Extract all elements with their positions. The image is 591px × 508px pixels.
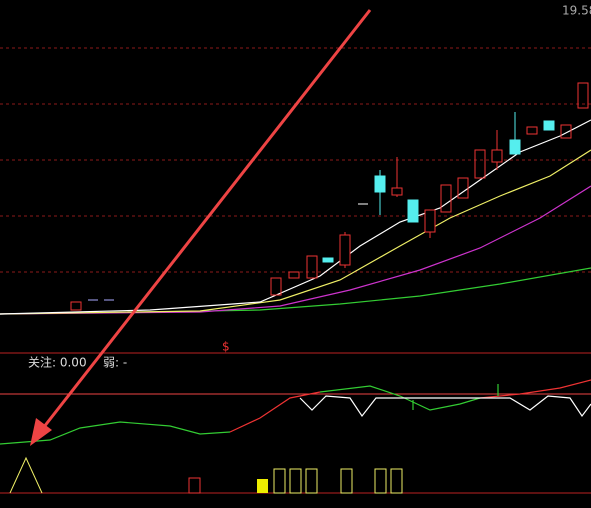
signal-mark: $ xyxy=(222,340,230,354)
arrow-head xyxy=(30,418,52,446)
candles xyxy=(70,82,589,311)
signal-bars xyxy=(273,468,403,494)
down-candles xyxy=(88,112,555,301)
moving-averages xyxy=(0,119,591,315)
signal-bar-filled xyxy=(257,479,268,493)
signal-bar-red xyxy=(188,477,201,494)
focus-label: 关注: 0.00 xyxy=(28,355,87,370)
price-label: 19.58 xyxy=(562,4,591,18)
indicator-line xyxy=(0,379,591,445)
signal-peak xyxy=(9,456,43,494)
arrow-shaft xyxy=(38,9,372,433)
weak-label: 弱: - xyxy=(103,356,127,370)
